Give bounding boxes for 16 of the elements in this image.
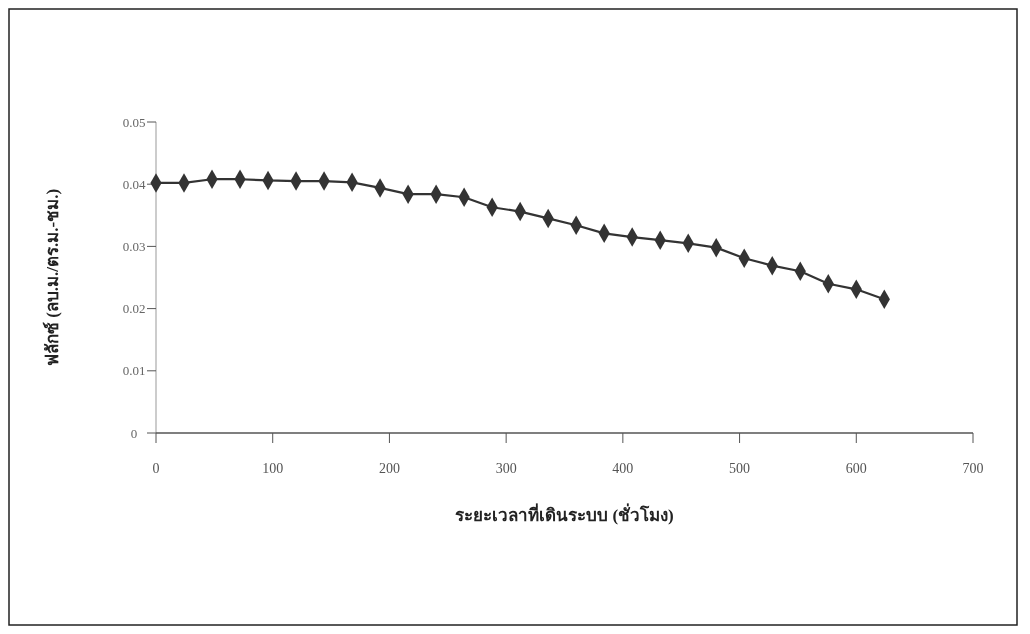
y-tick-label: 0.03 — [122, 238, 146, 254]
x-tick-label: 200 — [378, 461, 400, 476]
y-tick-label: 0.01 — [122, 363, 146, 379]
x-tick-label: 700 — [962, 461, 984, 476]
x-axis-title: ระยะเวลาที่เดินระบบ (ชั่วโมง) — [455, 503, 674, 525]
x-tick-label: 0 — [152, 461, 160, 476]
y-tick-label: 0 — [130, 425, 138, 441]
x-tick-label: 100 — [262, 461, 284, 476]
y-tick-label: 0.05 — [122, 114, 146, 130]
x-tick-label: 300 — [495, 461, 517, 476]
y-tick-label: 0.02 — [122, 301, 146, 317]
x-tick-label: 400 — [612, 461, 634, 476]
x-tick-label: 500 — [729, 461, 751, 476]
y-axis-title: ฟลักซ์ (ลบ.ม./ตร.ม.-ชม.) — [42, 188, 62, 367]
y-tick-label: 0.04 — [122, 176, 146, 192]
x-tick-label: 600 — [845, 461, 867, 476]
